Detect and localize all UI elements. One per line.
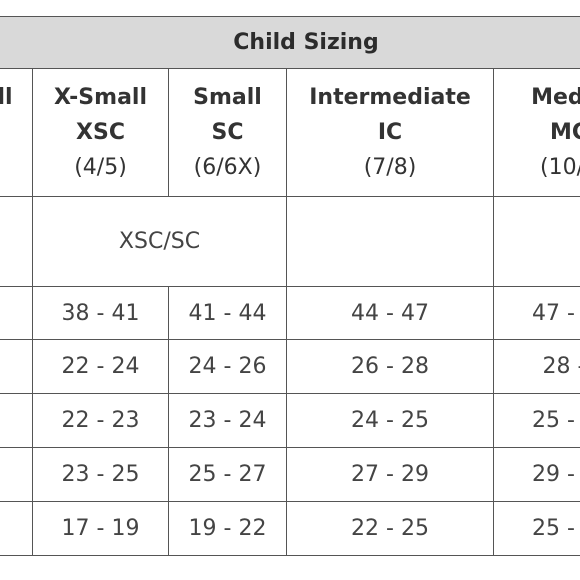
column-code: IC <box>287 115 493 150</box>
table-cell: 25 - 27 <box>169 448 286 501</box>
table-cell: 41 - 44 <box>169 287 286 339</box>
column-code: XSC <box>33 115 168 150</box>
table-cell: 25 - 2 <box>494 502 580 555</box>
column-name: Intermediate <box>287 80 493 115</box>
column-header-intermediate: Intermediate IC (7/8) <box>287 80 493 185</box>
column-name: X-Small <box>33 80 168 115</box>
grid-line <box>0 555 580 556</box>
column-header-medium: Mediu MC (10/1 <box>494 80 580 185</box>
column-header-small: Small SC (6/6X) <box>169 80 286 185</box>
table-cell: 23 - 24 <box>169 394 286 447</box>
column-range: (4/5) <box>33 150 168 185</box>
size-code-cell: XSC/SC <box>33 197 286 286</box>
table-cell: 28 - <box>494 340 580 393</box>
column-name: Small <box>169 80 286 115</box>
table-cell: 24 - 26 <box>169 340 286 393</box>
table-cell: 24 - 25 <box>287 394 493 447</box>
column-header-xsmall: X-Small XSC (4/5) <box>33 80 168 185</box>
column-range: (10/1 <box>494 150 580 185</box>
table-cell: 47 - 5 <box>494 287 580 339</box>
table-cell: 23 - 25 <box>33 448 168 501</box>
column-header-partial: ll <box>0 80 30 115</box>
table-cell: 44 - 47 <box>287 287 493 339</box>
table-cell: 17 - 19 <box>33 502 168 555</box>
table-cell: 27 - 29 <box>287 448 493 501</box>
table-cell: 38 - 41 <box>33 287 168 339</box>
table-title: Child Sizing <box>0 16 580 69</box>
table-cell: 22 - 23 <box>33 394 168 447</box>
column-name: Mediu <box>494 80 580 115</box>
column-code: SC <box>169 115 286 150</box>
size-code-cell-partial: I <box>494 197 580 286</box>
table-cell: 25 - 2 <box>494 394 580 447</box>
column-range: (7/8) <box>287 150 493 185</box>
table-cell: 22 - 24 <box>33 340 168 393</box>
table-cell: 29 - 3 <box>494 448 580 501</box>
table-cell: 19 - 22 <box>169 502 286 555</box>
table-cell: 22 - 25 <box>287 502 493 555</box>
column-code: MC <box>494 115 580 150</box>
column-range: (6/6X) <box>169 150 286 185</box>
table-cell: 26 - 28 <box>287 340 493 393</box>
column-name: ll <box>0 80 30 115</box>
